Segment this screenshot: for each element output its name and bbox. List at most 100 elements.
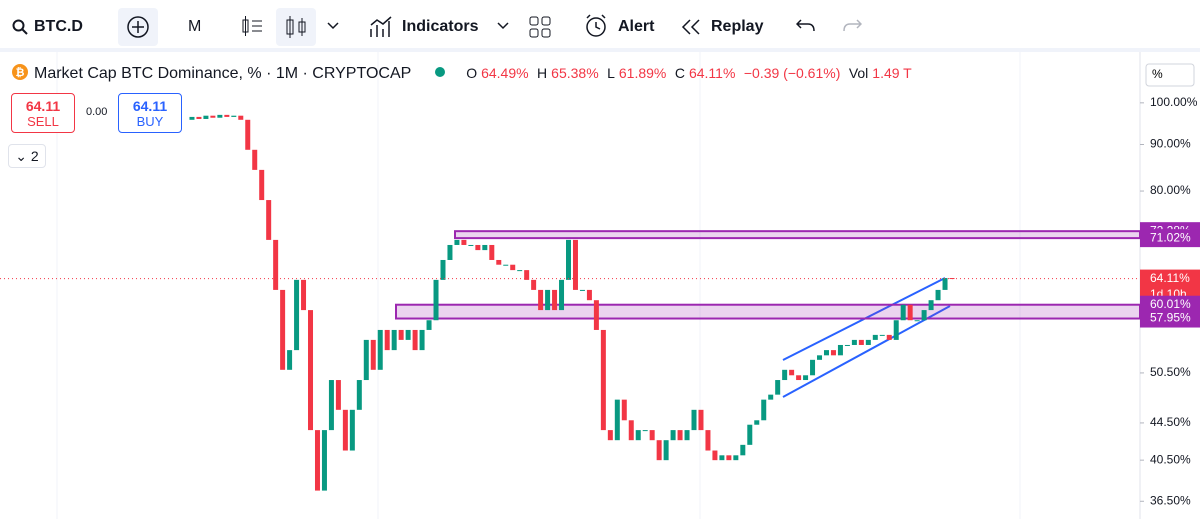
candle (301, 279, 307, 311)
candle (356, 380, 362, 410)
candle (810, 359, 816, 376)
candle (384, 329, 390, 351)
y-tick-label: 36.50% (1150, 493, 1191, 507)
sell-button[interactable]: 64.11 SELL (11, 93, 75, 133)
candle (335, 380, 341, 410)
close-label: C (674, 65, 685, 81)
bar-style-icon[interactable] (240, 16, 264, 38)
candle (733, 455, 739, 461)
candle-style-button[interactable] (276, 8, 316, 46)
dropdown-icon[interactable] (497, 22, 509, 30)
replay-icon[interactable] (680, 19, 702, 35)
candle (433, 279, 439, 321)
candle (893, 320, 899, 340)
candle (440, 259, 446, 280)
low-value: 61.89% (618, 65, 667, 81)
collapse-count: 2 (30, 148, 39, 164)
candle (663, 440, 669, 461)
price-label: 71.02% (1150, 230, 1191, 244)
candle (858, 339, 864, 345)
replay-button[interactable]: Replay (711, 18, 764, 35)
buy-price: 64.11 (132, 98, 168, 114)
volume-label: Vol (848, 65, 869, 81)
candle (566, 239, 571, 280)
candle (851, 339, 857, 345)
candle (817, 355, 823, 360)
candle (642, 430, 648, 432)
candle (921, 310, 927, 321)
spread: 0.00 (86, 106, 108, 118)
candle (203, 115, 209, 119)
candle (782, 369, 788, 381)
undo-icon[interactable] (796, 19, 816, 33)
compare-button[interactable] (118, 8, 158, 46)
candle (823, 350, 829, 356)
candle (865, 339, 871, 345)
candle (398, 329, 404, 340)
grid (56, 52, 1021, 519)
candle (789, 369, 795, 376)
buy-button[interactable]: 64.11 BUY (118, 93, 182, 133)
close-value: 64.11% (688, 65, 736, 81)
toolbar: BTC.D M Indicators Alert Replay (0, 0, 1200, 52)
collapse-button[interactable]: ⌄ 2 (8, 144, 46, 168)
open-value: 64.49% (481, 65, 529, 81)
candle (531, 279, 537, 290)
alert-icon[interactable] (584, 14, 610, 40)
candle (837, 344, 843, 356)
symbol[interactable]: BTC.D (34, 18, 83, 35)
candle (231, 115, 237, 117)
candle (308, 310, 314, 431)
interval[interactable]: M (188, 18, 202, 35)
candle (545, 289, 551, 311)
low-label: L (607, 65, 615, 81)
scale-mode-button[interactable] (1145, 63, 1195, 87)
candle (461, 239, 467, 245)
candle (907, 304, 913, 321)
candle (586, 289, 592, 301)
candle (524, 270, 530, 280)
candle (572, 239, 578, 290)
candle (677, 430, 683, 441)
bitcoin-icon: ₿ (12, 64, 28, 80)
candle (245, 119, 251, 150)
candle (391, 329, 397, 351)
price-label-box (1140, 229, 1200, 248)
candle (447, 244, 453, 260)
high-label: H (537, 65, 548, 81)
candle (928, 300, 934, 311)
indicators-icon[interactable] (369, 15, 393, 39)
legend: ₿ Market Cap BTC Dominance, % · 1M · CRYP… (12, 64, 916, 83)
svg-text:₿: ₿ (16, 67, 25, 79)
channel-lower[interactable] (782, 305, 951, 398)
candle (259, 169, 265, 201)
candle (761, 399, 767, 421)
candle (670, 430, 676, 441)
alert-button[interactable]: Alert (618, 18, 655, 35)
y-tick-label: 50.50% (1150, 365, 1191, 379)
layout-icon[interactable] (529, 16, 551, 38)
price-label: 57.95% (1150, 311, 1191, 325)
y-tick-label: 100.00% (1150, 95, 1198, 109)
candle (579, 289, 585, 291)
candle (363, 339, 369, 381)
redo-icon[interactable] (842, 19, 862, 33)
high-value: 65.38% (551, 65, 599, 81)
search-icon[interactable] (12, 19, 28, 35)
candle (189, 116, 195, 120)
candle (328, 380, 334, 431)
candle (719, 455, 725, 461)
candle (754, 420, 760, 425)
y-tick-label: 44.50% (1150, 415, 1191, 429)
y-tick-label: 40.50% (1150, 452, 1191, 466)
candle (803, 375, 809, 381)
dropdown-icon[interactable] (327, 22, 339, 30)
indicators-button[interactable]: Indicators (402, 18, 479, 35)
candle (412, 329, 418, 351)
candle (370, 339, 376, 370)
candle (656, 440, 662, 461)
candle (635, 430, 641, 441)
candle (287, 350, 293, 370)
